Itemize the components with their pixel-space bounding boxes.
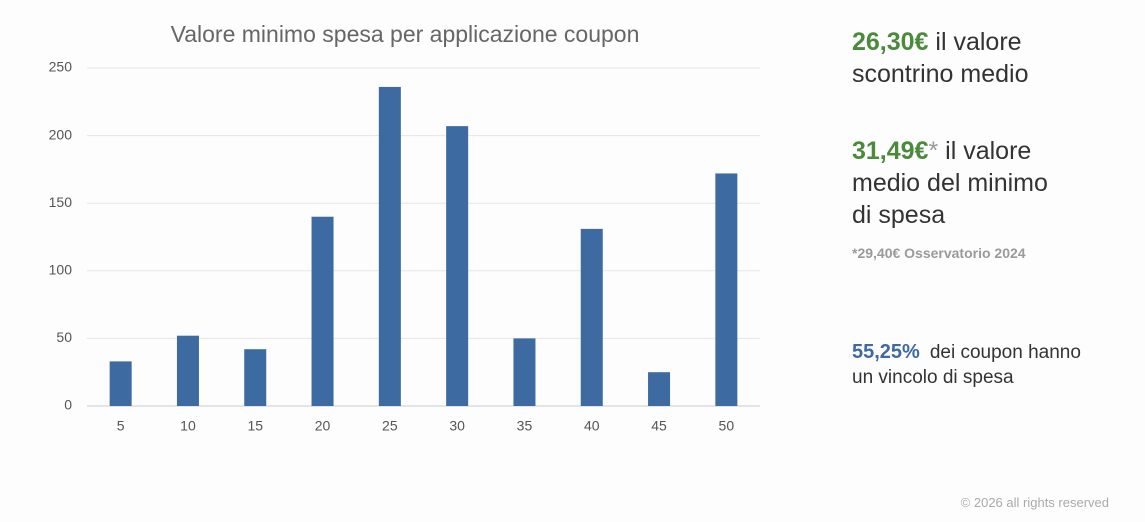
x-tick-label: 20 [315, 418, 331, 434]
x-tick-label: 5 [117, 418, 125, 434]
stat-note: *29,40€ Osservatorio 2024 [852, 245, 1026, 261]
bar [715, 173, 738, 406]
stat-text: scontrino medio [852, 60, 1029, 88]
stat-text: il valore [935, 28, 1022, 56]
bar [648, 372, 671, 406]
x-tick-label: 15 [247, 418, 263, 434]
stat-text: di spesa [852, 201, 946, 229]
stat-text: medio del minimo [852, 169, 1048, 197]
y-tick-label: 100 [49, 262, 73, 278]
chart: Valore minimo spesa per applicazione cou… [49, 21, 760, 434]
y-tick-label: 50 [56, 329, 72, 345]
stat-value: 26,30€ [852, 28, 929, 56]
bar [378, 86, 401, 406]
chart-title: Valore minimo spesa per applicazione cou… [171, 21, 640, 47]
bar [580, 228, 603, 406]
x-tick-label: 30 [449, 418, 465, 434]
x-tick-label: 50 [719, 418, 735, 434]
y-tick-label: 150 [49, 194, 73, 210]
x-tick-label: 35 [517, 418, 533, 434]
stat-text: il valore [945, 137, 1032, 165]
bar [109, 361, 132, 406]
y-tick-label: 250 [49, 59, 73, 75]
stat-average-receipt: 26,30€ il valore scontrino medio [852, 26, 1028, 90]
x-tick-label: 45 [651, 418, 667, 434]
bar [446, 126, 469, 407]
bar [244, 349, 267, 406]
stat-value: 31,49€ [852, 137, 929, 165]
x-tick-label: 10 [180, 418, 196, 434]
stat-text: dei coupon hanno [929, 342, 1081, 363]
stat-share: 55,25% dei coupon hanno un vincolo di spe… [852, 340, 1081, 390]
stat-average-minimum: 31,49€* il valore medio del minimo di sp… [852, 135, 1048, 231]
stat-text: un vincolo di spesa [852, 367, 1014, 388]
footer: © 2026 all rights reserved [960, 495, 1109, 510]
bar [513, 338, 536, 406]
x-tick-label: 25 [382, 418, 398, 434]
stat-value: 55,25% [852, 341, 920, 363]
bar [311, 216, 334, 406]
y-tick-label: 200 [49, 126, 73, 142]
y-tick-label: 0 [64, 397, 72, 413]
stat-marker: * [928, 137, 939, 165]
bar [176, 335, 199, 406]
x-tick-label: 40 [584, 418, 600, 434]
